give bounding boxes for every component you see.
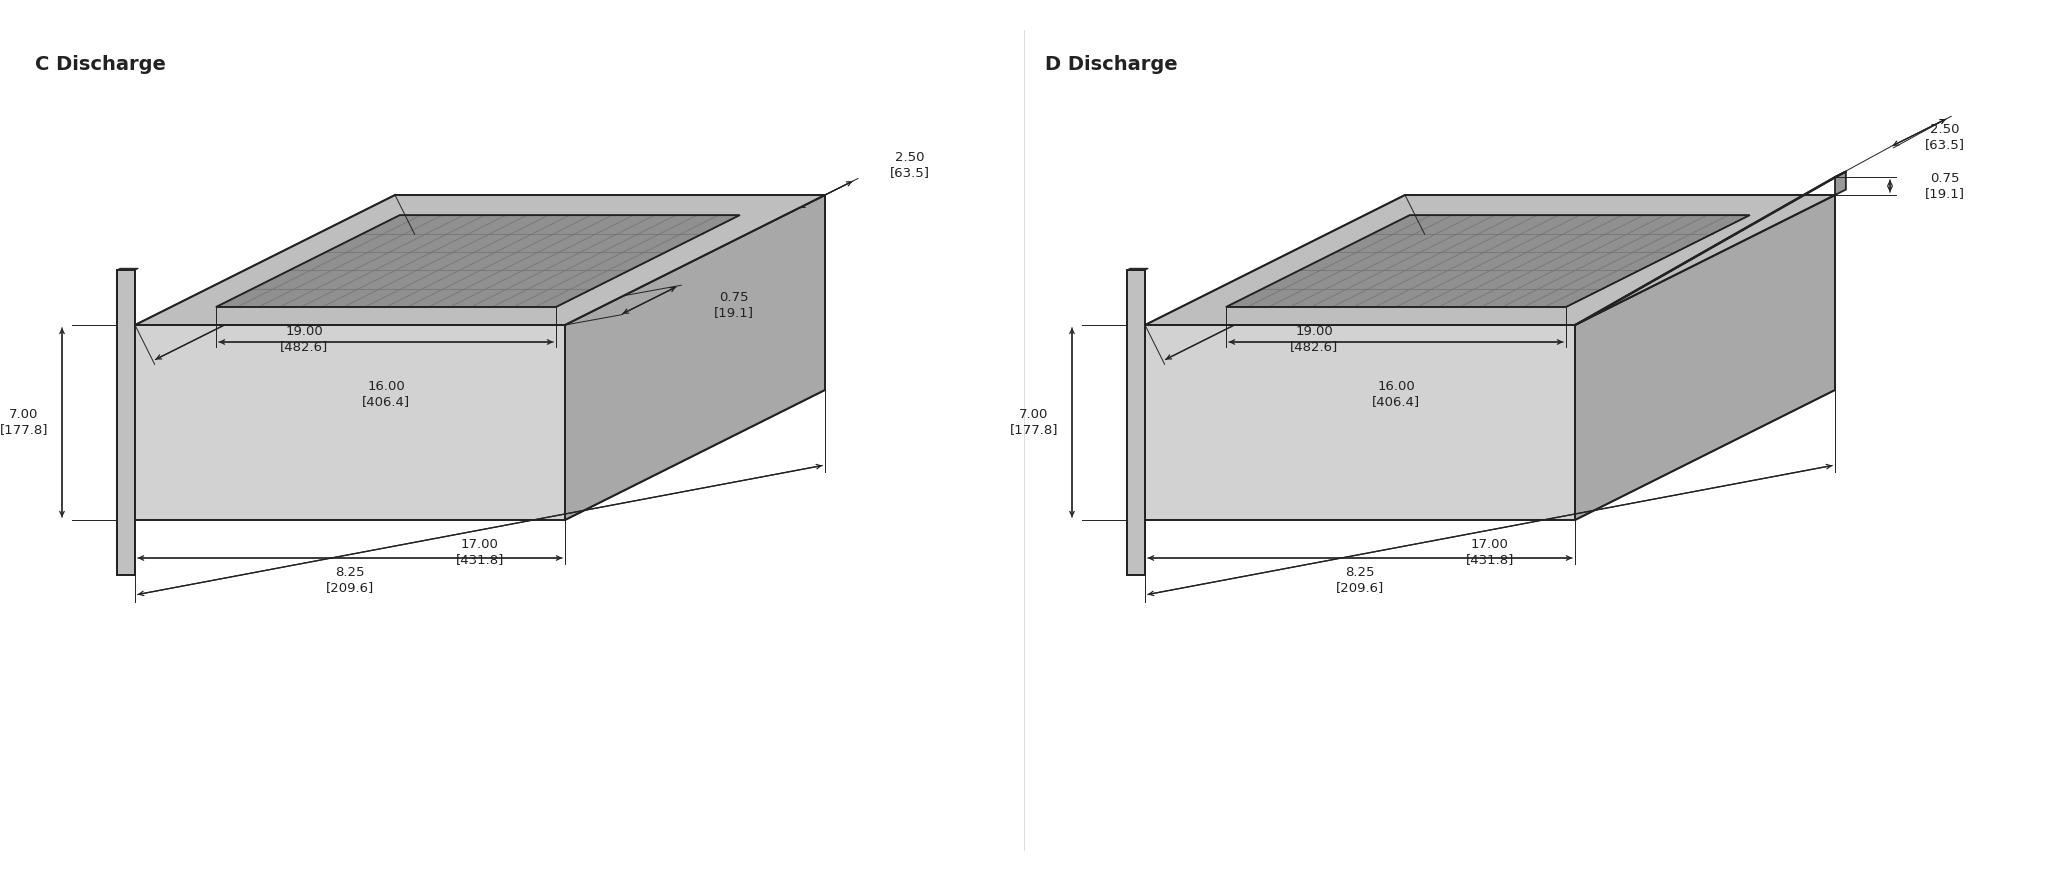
Text: 16.00
[406.4]: 16.00 [406.4]	[1372, 380, 1419, 408]
Text: 17.00
[431.8]: 17.00 [431.8]	[457, 538, 504, 566]
Text: 17.00
[431.8]: 17.00 [431.8]	[1466, 538, 1513, 566]
Polygon shape	[135, 325, 565, 520]
Text: 16.00
[406.4]: 16.00 [406.4]	[362, 380, 410, 408]
Polygon shape	[565, 195, 825, 520]
Text: 19.00
[482.6]: 19.00 [482.6]	[281, 325, 328, 353]
Polygon shape	[1227, 215, 1749, 307]
Polygon shape	[1835, 172, 1845, 195]
Polygon shape	[1575, 172, 1845, 325]
Polygon shape	[1126, 268, 1149, 270]
Polygon shape	[1575, 195, 1835, 520]
Text: 2.50
[63.5]: 2.50 [63.5]	[1925, 123, 1964, 151]
Polygon shape	[215, 215, 739, 307]
Polygon shape	[135, 195, 825, 325]
Text: 0.75
[19.1]: 0.75 [19.1]	[1925, 172, 1964, 200]
Text: 0.75
[19.1]: 0.75 [19.1]	[713, 291, 754, 319]
Text: 7.00
[177.8]: 7.00 [177.8]	[0, 408, 49, 436]
Text: 7.00
[177.8]: 7.00 [177.8]	[1010, 408, 1059, 436]
Polygon shape	[117, 268, 139, 270]
Text: D Discharge: D Discharge	[1044, 55, 1178, 74]
Text: 2.50
[63.5]: 2.50 [63.5]	[891, 151, 930, 179]
Polygon shape	[1145, 195, 1835, 325]
Polygon shape	[1145, 325, 1575, 520]
Polygon shape	[117, 270, 135, 575]
Text: C Discharge: C Discharge	[35, 55, 166, 74]
Polygon shape	[1126, 270, 1145, 575]
Text: 19.00
[482.6]: 19.00 [482.6]	[1290, 325, 1339, 353]
Text: 8.25
[209.6]: 8.25 [209.6]	[1335, 566, 1384, 594]
Text: 8.25
[209.6]: 8.25 [209.6]	[326, 566, 375, 594]
